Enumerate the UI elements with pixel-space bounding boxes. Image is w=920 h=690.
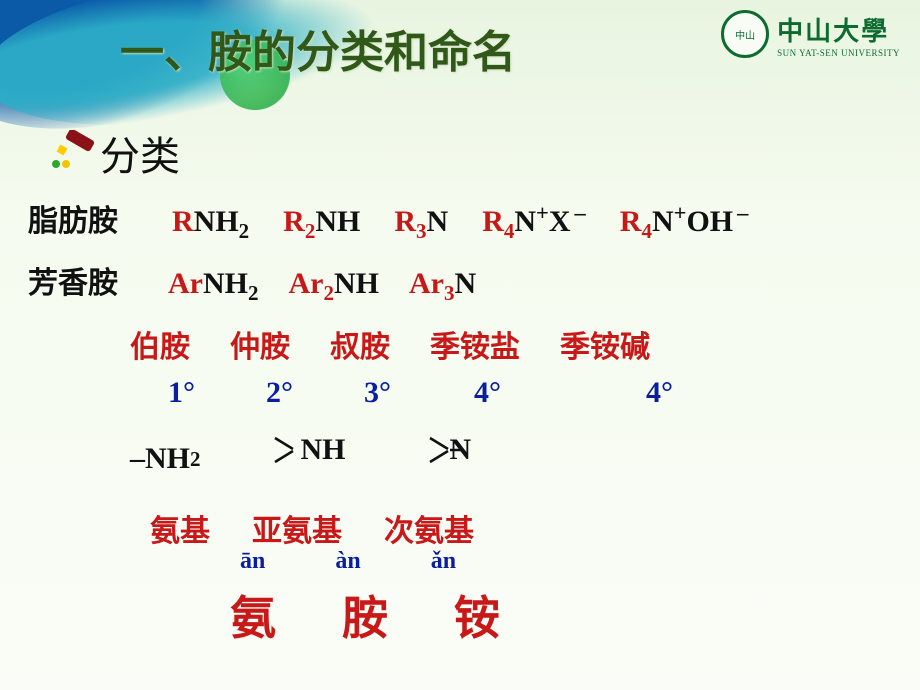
aromatic-label: 芳香胺: [28, 258, 138, 302]
struct-nh: NH: [271, 432, 346, 468]
class-quat-base: 季铵碱: [560, 322, 650, 366]
row-aliphatic: 脂肪胺 RNH2 R2NH R3N R4N+X– R4N+OH–: [28, 196, 748, 244]
formula-ar3n: Ar3N: [409, 267, 476, 306]
deg-1: 1°: [168, 376, 208, 410]
formula-arnh2: ArNH2: [168, 267, 258, 306]
class-primary: 伯胺: [130, 322, 190, 366]
row-class-names: 伯胺 仲胺 叔胺 季铵盐 季铵碱: [130, 322, 650, 366]
formula-r3n: R3N: [394, 205, 448, 244]
logo-text: 中山大學 SUN YAT-SEN UNIVERSITY: [777, 11, 900, 58]
pinyin-2: àn: [335, 548, 360, 575]
logo-en: SUN YAT-SEN UNIVERSITY: [777, 48, 900, 58]
gname-amino: 氨基: [150, 506, 210, 550]
struct-nh2: –NH2: [130, 442, 201, 476]
logo-seal-icon: 中山: [721, 10, 769, 58]
class-secondary: 仲胺: [230, 322, 290, 366]
gname-nitrilo: 次氨基: [384, 506, 474, 550]
formula-r2nh: R2NH: [283, 205, 360, 244]
row-pinyin: ān àn ǎn: [240, 548, 456, 575]
deg-4a: 4°: [474, 376, 514, 410]
formula-r4noh: R4N+OH–: [620, 200, 749, 244]
formula-rnh2: RNH2: [172, 205, 249, 244]
formula-r4nx: R4N+X–: [482, 200, 586, 244]
university-logo: 中山 中山大學 SUN YAT-SEN UNIVERSITY: [721, 10, 900, 58]
bullet-icon: [50, 130, 100, 170]
struct-n: N: [426, 432, 472, 468]
formula-ar2nh: Ar2NH: [288, 267, 378, 306]
char-3: 铵: [454, 582, 500, 648]
row-degrees: 1° 2° 3° 4° 4°: [168, 376, 686, 410]
row-group-names: 氨基 亚氨基 次氨基: [150, 506, 474, 550]
deg-3: 3°: [364, 376, 404, 410]
pinyin-1: ān: [240, 548, 265, 575]
class-tertiary: 叔胺: [330, 322, 390, 366]
class-quat-salt: 季铵盐: [430, 322, 520, 366]
deg-2: 2°: [266, 376, 306, 410]
logo-cn: 中山大學: [777, 11, 900, 48]
subheading: 分类: [100, 124, 180, 182]
row-aromatic: 芳香胺 ArNH2 Ar2NH Ar3N: [28, 258, 476, 306]
gname-imino: 亚氨基: [252, 506, 342, 550]
page-title: 一、胺的分类和命名: [120, 16, 516, 80]
char-1: 氨: [230, 582, 276, 648]
pinyin-3: ǎn: [431, 548, 456, 575]
char-2: 胺: [342, 582, 388, 648]
row-chars: 氨 胺 铵: [230, 582, 500, 648]
aliphatic-label: 脂肪胺: [28, 196, 138, 240]
row-group-structures: –NH2 NH N: [130, 432, 471, 476]
deg-4b: 4°: [646, 376, 686, 410]
